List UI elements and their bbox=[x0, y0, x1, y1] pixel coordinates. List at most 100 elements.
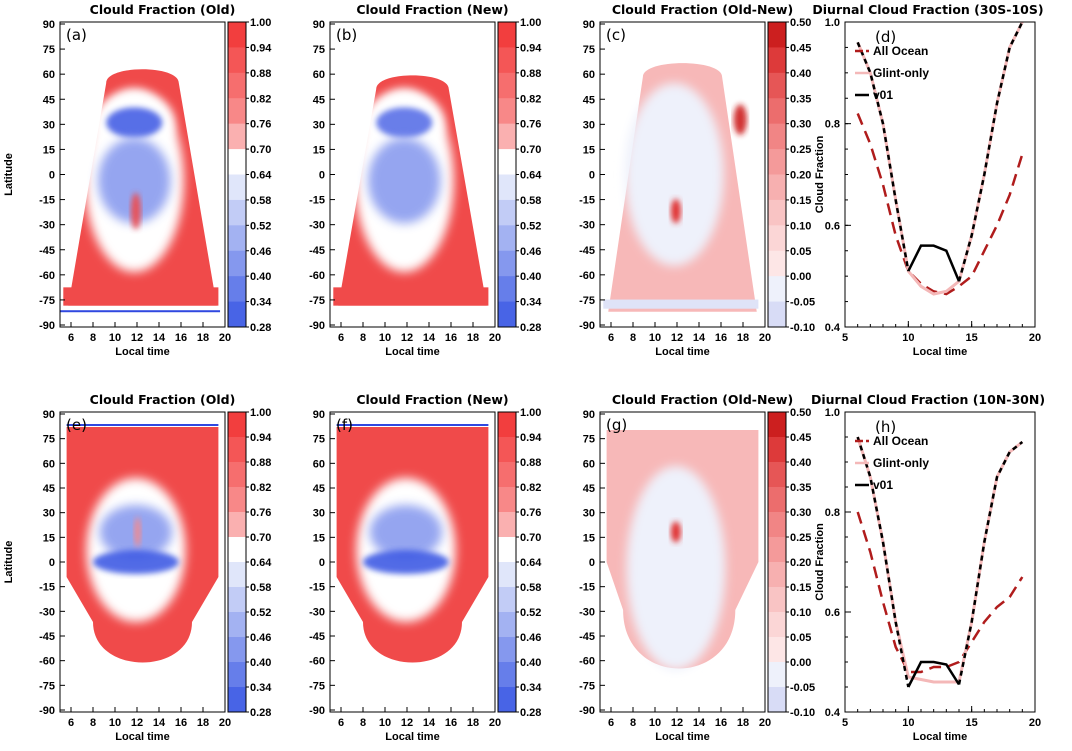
panel-c-xtick-label: 18 bbox=[737, 332, 749, 344]
panel-g-colorbar-label: -0.05 bbox=[790, 682, 815, 694]
panel-f-colorbar-swatch bbox=[498, 612, 516, 638]
panel-b-colorbar-label: 0.94 bbox=[520, 42, 542, 54]
panel-a-contour-7 bbox=[60, 310, 221, 313]
panel-b-colorbar-swatch bbox=[498, 301, 516, 328]
panel-e: Clould Fraction (Old)(e) 90 75 60 45 30 15 0 -15… bbox=[3, 392, 272, 743]
panel-b-colorbar-swatch bbox=[498, 149, 516, 175]
series-v01-line-mid bbox=[907, 660, 961, 688]
panel-g-colorbar-swatch bbox=[768, 462, 786, 488]
series-all-ocean-line bbox=[856, 113, 1024, 296]
panel-g-colorbar: 0.50 0.45 0.40 0.35 0.30 0.25 0.20 0.15 0.10 0.05… bbox=[767, 407, 815, 719]
panel-a-ytick-label: 30 bbox=[43, 119, 55, 131]
panel-a: Clould Fraction (Old)(a) 90 75 60 45 30 15 0 -15… bbox=[3, 2, 272, 358]
panel-f-ytick-label: -15 bbox=[309, 582, 325, 594]
panel-f-colorbar-swatch bbox=[498, 512, 516, 538]
panel-b-colorbar-swatch bbox=[498, 199, 516, 226]
panel-a-contour-4 bbox=[106, 107, 163, 138]
panel-e-colorbar-label: 0.88 bbox=[250, 457, 271, 469]
panel-a-ytick-label: 75 bbox=[43, 44, 55, 56]
panel-g-xtick-label: 10 bbox=[649, 717, 661, 729]
panel-f-contour-3 bbox=[363, 550, 449, 574]
panel-e-ytick-label: 45 bbox=[43, 483, 55, 495]
panel-f-xtick-label: 16 bbox=[445, 717, 457, 729]
panel-e-xtick-label: 18 bbox=[197, 717, 209, 729]
panel-g-ytick-label: -15 bbox=[579, 582, 595, 594]
panel-g-ytick-label: 60 bbox=[583, 458, 595, 470]
panel-g-ytick-label: 45 bbox=[583, 483, 595, 495]
panel-f-colorbar-label: 0.88 bbox=[520, 457, 541, 469]
panel-c-colorbar-swatch bbox=[768, 199, 786, 226]
panel-e-colorbar-label: 0.76 bbox=[250, 507, 271, 519]
panel-e-contour-5 bbox=[66, 424, 219, 426]
panel-g-xtick-label: 12 bbox=[671, 717, 683, 729]
legend-all-ocean-label: All Ocean bbox=[873, 434, 928, 448]
panel-b-label: (b) bbox=[336, 26, 357, 44]
panel-a-ytick-label: -45 bbox=[39, 245, 55, 257]
panel-e-colorbar-label: 0.40 bbox=[250, 657, 271, 669]
panel-e-contour-3 bbox=[92, 550, 179, 574]
panel-a-xtick-label: 10 bbox=[109, 332, 121, 344]
panel-e-xtick-label: 6 bbox=[68, 717, 74, 729]
panel-b-colorbar-label: 0.76 bbox=[520, 119, 541, 131]
panel-e-colorbar-label: 0.28 bbox=[250, 707, 271, 719]
panel-f-xlabel: Local time bbox=[385, 731, 439, 743]
panel-c-colorbar-swatch bbox=[768, 174, 786, 201]
panel-e-ytick-label: -60 bbox=[39, 656, 55, 668]
panel-a-colorbar-swatch bbox=[228, 72, 246, 99]
panel-g-ytick-label: -45 bbox=[579, 631, 595, 643]
series-all-ocean-line bbox=[856, 511, 1024, 674]
panel-b-contour-4 bbox=[376, 107, 433, 138]
panel-b-ytick-label: -30 bbox=[309, 220, 325, 232]
panel-b-xtick-label: 6 bbox=[338, 332, 344, 344]
panel-e-colorbar-swatch bbox=[228, 637, 246, 663]
panel-c-colorbar-swatch bbox=[768, 22, 786, 48]
panel-e-colorbar-label: 0.52 bbox=[250, 607, 271, 619]
panel-g-xtick-label: 20 bbox=[759, 717, 771, 729]
panel-e-xtick-label: 8 bbox=[90, 717, 96, 729]
panel-e-ytick-label: -15 bbox=[39, 582, 55, 594]
panel-a-colorbar-swatch bbox=[228, 123, 246, 150]
panel-b-xtick-label: 16 bbox=[445, 332, 457, 344]
panel-b-colorbar-swatch bbox=[498, 276, 516, 303]
panel-a-xtick-label: 8 bbox=[90, 332, 96, 344]
panel-e-ytick-label: 90 bbox=[43, 409, 55, 421]
panel-g-ytick-label: 0 bbox=[589, 557, 595, 569]
panel-f-colorbar-swatch bbox=[498, 437, 516, 463]
panel-b-colorbar-label: 0.34 bbox=[520, 297, 542, 309]
panel-e-colorbar-label: 0.46 bbox=[250, 632, 271, 644]
panel-c-xtick-label: 14 bbox=[693, 332, 706, 344]
chart-d-title: Diurnal Cloud Fraction (30S-10S) bbox=[812, 2, 1043, 17]
panel-e-ylabel: Latitude bbox=[3, 541, 15, 584]
legend-glint-only-label: Glint-only bbox=[873, 456, 929, 470]
panel-g-ytick-label: -60 bbox=[579, 656, 595, 668]
chart-h-ylabel: Cloud Fraction bbox=[814, 523, 826, 601]
panel-b-colorbar-label: 0.52 bbox=[520, 220, 541, 232]
panel-e-colorbar-swatch bbox=[228, 462, 246, 488]
panel-a-colorbar-swatch bbox=[228, 301, 246, 328]
panel-c-ytick-label: -75 bbox=[579, 295, 595, 307]
panel-e-ytick-label: -75 bbox=[39, 680, 55, 692]
panel-e-ytick-label: -30 bbox=[39, 606, 55, 618]
panel-g-xtick-label: 18 bbox=[737, 717, 749, 729]
panel-f-ytick-label: 30 bbox=[313, 508, 325, 520]
panel-f-colorbar-label: 0.94 bbox=[520, 432, 542, 444]
panel-b-ytick-label: 90 bbox=[313, 19, 325, 31]
panel-a-colorbar-label: 0.28 bbox=[250, 322, 271, 334]
panel-e-colorbar: 1.00 0.94 0.88 0.82 0.76 0.70 0.64 0.58 0.52 0.46… bbox=[227, 407, 272, 719]
panel-c-contour-4 bbox=[603, 299, 759, 309]
panel-a-colorbar-label: 0.46 bbox=[250, 246, 271, 258]
panel-e-ytick-label: 0 bbox=[49, 557, 55, 569]
panel-g-colorbar-label: 0.20 bbox=[790, 557, 811, 569]
panel-g-xlabel: Local time bbox=[655, 731, 709, 743]
panel-g-ytick-label: 30 bbox=[583, 508, 595, 520]
panel-f-contour-field bbox=[336, 424, 489, 663]
panel-e-colorbar-swatch bbox=[228, 687, 246, 713]
panel-c-colorbar-label: -0.10 bbox=[790, 322, 815, 334]
chart-d-ytick-label: 1.0 bbox=[825, 17, 840, 29]
panel-e-colorbar-swatch bbox=[228, 662, 246, 688]
panel-a-contour-1 bbox=[63, 287, 219, 306]
panel-g-contour-1 bbox=[626, 466, 726, 670]
series-glint-only-line bbox=[856, 22, 1024, 296]
panel-g-colorbar-swatch bbox=[768, 412, 786, 438]
panel-g-colorbar-swatch bbox=[768, 537, 786, 563]
